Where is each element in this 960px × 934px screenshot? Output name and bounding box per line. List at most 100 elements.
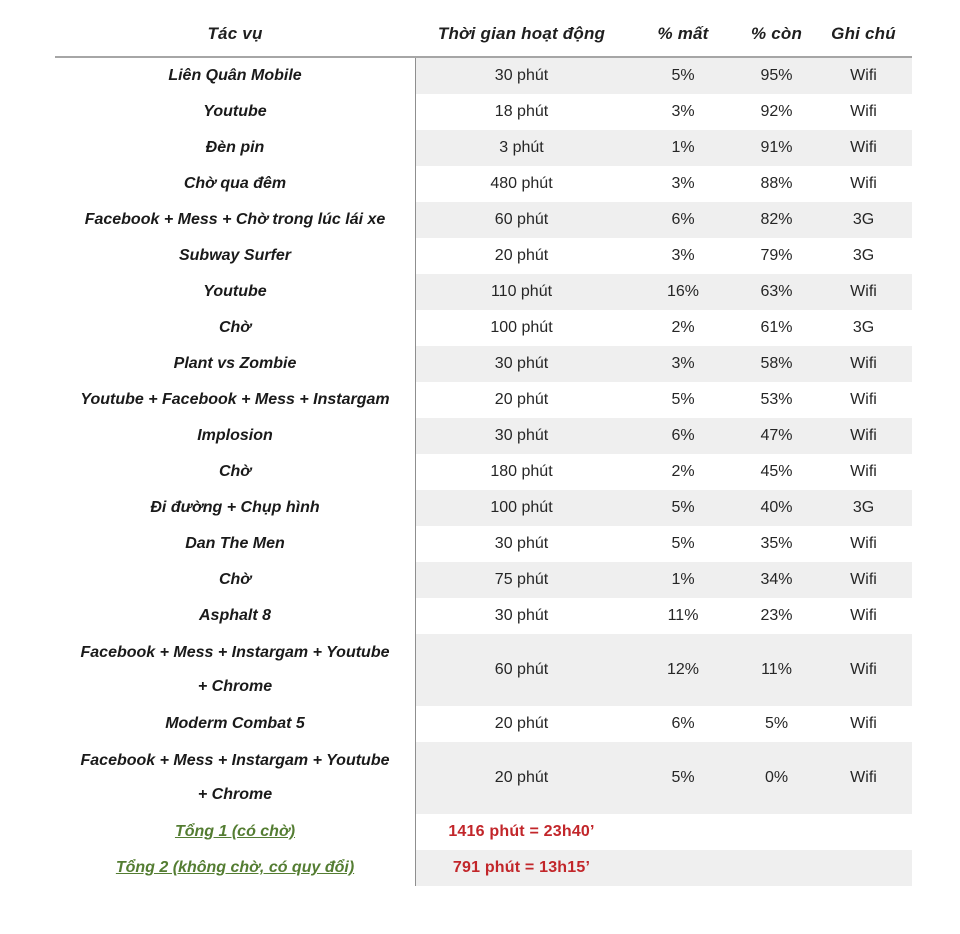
task-line: Chờ xyxy=(218,463,252,480)
task-cell: Youtube xyxy=(55,274,415,310)
percent-lost-cell: 5% xyxy=(628,490,738,526)
task-line: Facebook + Mess + Chờ trong lúc lái xe xyxy=(84,211,386,228)
task-cell: Dan The Men xyxy=(55,526,415,562)
percent-lost-cell: 6% xyxy=(628,418,738,454)
task-cell: Implosion xyxy=(55,418,415,454)
note-cell: 3G xyxy=(852,319,875,336)
task-line: Chờ qua đêm xyxy=(183,175,287,192)
task-cell: Youtube xyxy=(55,94,415,130)
percent-lost-cell: 16% xyxy=(628,274,738,310)
task-cell: Chờ xyxy=(55,310,415,346)
time-cell: 60 phút xyxy=(415,202,628,238)
table-body: Liên Quân Mobile 30 phút 5% 95% Wifi Youtube 1… xyxy=(55,58,912,886)
task-cell: Chờ xyxy=(55,562,415,598)
percent-remain-cell: 23% xyxy=(760,607,793,624)
task-cell: Subway Surfer xyxy=(55,238,415,274)
table-row: Facebook + Mess + Instargam + Youtube + C… xyxy=(55,634,912,706)
note-cell: 3G xyxy=(815,202,912,238)
time-cell: 18 phút xyxy=(494,103,549,120)
task-line: Chờ xyxy=(218,319,252,336)
total-label: Tổng 2 (không chờ, có quy đổi) xyxy=(115,859,355,876)
time-cell: 20 phút xyxy=(494,247,549,264)
task-line: Đèn pin xyxy=(205,139,265,156)
table-row: Youtube 18 phút 3% 92% Wifi xyxy=(55,94,912,130)
column-header-remain: % còn xyxy=(750,24,803,43)
note-cell: Wifi xyxy=(815,58,912,94)
note-cell: Wifi xyxy=(850,463,877,480)
total-value: 791 phút = 13h15’ xyxy=(452,859,591,876)
column-header-lost: % mất xyxy=(657,24,709,43)
task-cell: Moderm Combat 5 xyxy=(55,706,415,742)
percent-remain-cell: 61% xyxy=(760,319,793,336)
percent-remain-cell: 92% xyxy=(760,103,793,120)
column-header-task: Tác vụ xyxy=(207,24,263,43)
percent-remain-cell: 58% xyxy=(738,346,815,382)
task-line: + Chrome xyxy=(197,786,273,803)
time-cell: 3 phút xyxy=(415,130,628,166)
task-line: Youtube xyxy=(203,283,267,300)
percent-remain-cell: 82% xyxy=(738,202,815,238)
percent-lost-cell: 3% xyxy=(671,247,695,264)
table-row: Chờ 75 phút 1% 34% Wifi xyxy=(55,562,912,598)
percent-lost-cell: 3% xyxy=(628,346,738,382)
table-row: Plant vs Zombie 30 phút 3% 58% Wifi xyxy=(55,346,912,382)
task-cell: Facebook + Mess + Instargam + Youtube + C… xyxy=(55,742,415,814)
percent-lost-cell: 2% xyxy=(671,319,695,336)
task-cell: Chờ qua đêm xyxy=(55,166,415,202)
total-label-cell: Tổng 1 (có chờ) xyxy=(55,814,415,850)
task-line: Liên Quân Mobile xyxy=(168,67,302,84)
task-cell: Liên Quân Mobile xyxy=(55,58,415,94)
time-cell: 180 phút xyxy=(490,463,553,480)
total-value-cell: 1416 phút = 23h40’ xyxy=(415,814,628,850)
time-cell: 30 phút xyxy=(415,58,628,94)
percent-lost-cell: 5% xyxy=(671,391,695,408)
table-row: Chờ 100 phút 2% 61% 3G xyxy=(55,310,912,346)
time-cell: 30 phút xyxy=(415,418,628,454)
table-row: Asphalt 8 30 phút 11% 23% Wifi xyxy=(55,598,912,634)
task-line: Facebook + Mess + Instargam + Youtube xyxy=(80,644,390,661)
task-cell: Đi đường + Chụp hình xyxy=(55,490,415,526)
table-row: Moderm Combat 5 20 phút 6% 5% Wifi xyxy=(55,706,912,742)
percent-lost-cell: 6% xyxy=(671,715,695,732)
table-row: Chờ 180 phút 2% 45% Wifi xyxy=(55,454,912,490)
percent-lost-cell: 3% xyxy=(671,103,695,120)
task-line: Subway Surfer xyxy=(178,247,292,264)
note-cell: Wifi xyxy=(815,742,912,814)
total-empty-lost-cell xyxy=(628,814,738,850)
percent-remain-cell: 79% xyxy=(760,247,793,264)
note-cell: 3G xyxy=(852,247,875,264)
percent-remain-cell: 40% xyxy=(738,490,815,526)
percent-remain-cell: 5% xyxy=(764,715,789,732)
column-header-note: Ghi chú xyxy=(831,24,896,43)
total-label-cell: Tổng 2 (không chờ, có quy đổi) xyxy=(55,850,415,886)
total-empty-lost-cell xyxy=(628,850,738,886)
note-cell: Wifi xyxy=(815,130,912,166)
time-cell: 20 phút xyxy=(494,715,549,732)
percent-lost-cell: 5% xyxy=(628,742,738,814)
note-cell: Wifi xyxy=(850,535,877,552)
table-row: Facebook + Mess + Instargam + Youtube + C… xyxy=(55,742,912,814)
percent-lost-cell: 11% xyxy=(667,607,699,624)
task-line: Moderm Combat 5 xyxy=(165,715,305,732)
task-line: Dan The Men xyxy=(185,535,285,552)
percent-remain-cell: 45% xyxy=(760,463,793,480)
task-line: Facebook + Mess + Instargam + Youtube xyxy=(80,752,390,769)
percent-lost-cell: 12% xyxy=(628,634,738,706)
note-cell: Wifi xyxy=(850,103,877,120)
battery-usage-table: Tác vụ Thời gian hoạt động % mất % còn G… xyxy=(55,12,912,886)
table-row: Youtube + Facebook + Mess + Instargam 20 … xyxy=(55,382,912,418)
percent-remain-cell: 88% xyxy=(760,175,793,192)
task-cell: Đèn pin xyxy=(55,130,415,166)
table-row: Implosion 30 phút 6% 47% Wifi xyxy=(55,418,912,454)
note-cell: Wifi xyxy=(815,274,912,310)
note-cell: Wifi xyxy=(850,391,877,408)
percent-remain-cell: 11% xyxy=(738,634,815,706)
task-line: Đi đường + Chụp hình xyxy=(150,499,320,516)
time-cell: 100 phút xyxy=(490,319,553,336)
percent-lost-cell: 5% xyxy=(671,535,695,552)
task-cell: Chờ xyxy=(55,454,415,490)
table-row: Chờ qua đêm 480 phút 3% 88% Wifi xyxy=(55,166,912,202)
table-header-row: Tác vụ Thời gian hoạt động % mất % còn G… xyxy=(55,12,912,58)
percent-remain-cell: 95% xyxy=(738,58,815,94)
